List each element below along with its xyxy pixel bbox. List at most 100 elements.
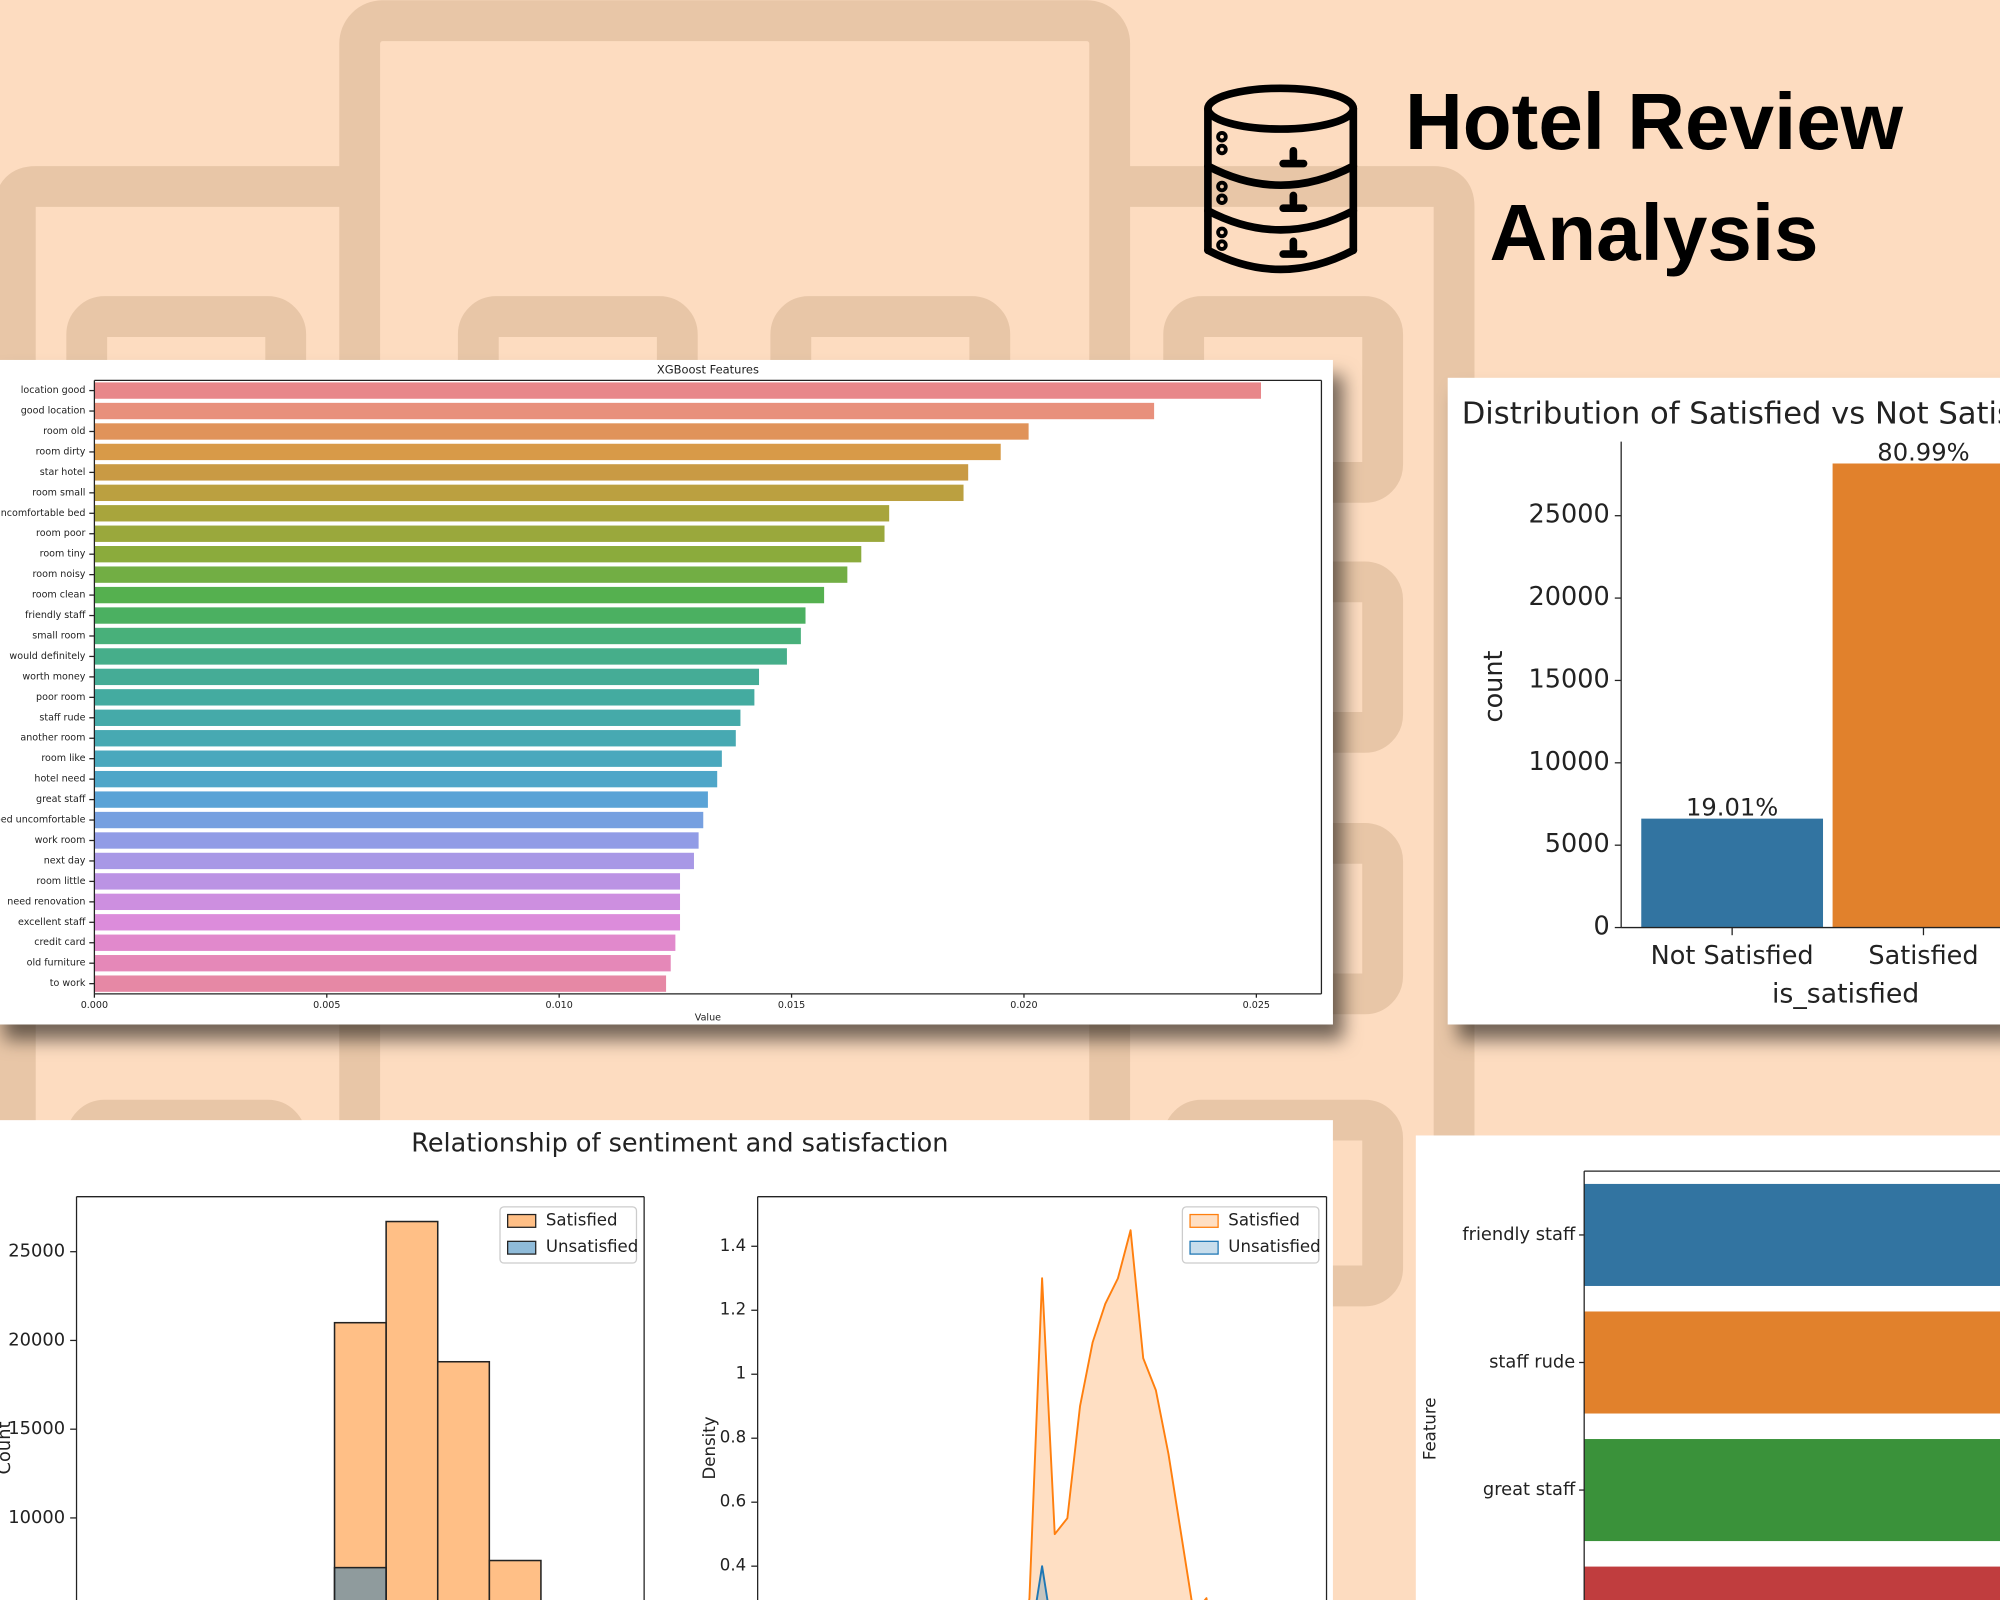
bar: [94, 627, 801, 645]
chart-distribution: 19.01% 80.99% Not Satisfied Satisfied 0 5000 1…: [1462, 396, 2000, 1010]
legend-swatch: [507, 1240, 537, 1255]
chart-title: Distribution of Satisfied vs Not Satisfi…: [1462, 396, 2000, 431]
y-tick-label: need renovation: [7, 896, 85, 907]
bar-annotation: 80.99%: [1877, 438, 1969, 466]
bar: [94, 730, 736, 747]
legend-label: Satisfied: [546, 1210, 618, 1229]
bar: [94, 402, 1155, 420]
y-tick-label: 25000: [8, 1241, 65, 1262]
area-fill: [1036, 1566, 1048, 1600]
bar: [94, 709, 741, 726]
bar-cropped: [1584, 1439, 2000, 1542]
y-tick-label: hotel need: [34, 774, 85, 785]
y-tick-label: 20000: [8, 1329, 65, 1350]
y-tick-label: old furniture: [27, 958, 86, 969]
y-tick-label: friendly staff: [1462, 1224, 1576, 1245]
x-tick-label: 0.020: [1010, 1000, 1037, 1011]
bar: [333, 1566, 387, 1600]
y-tick-label: star hotel: [40, 467, 86, 478]
x-axis-label: Value: [695, 1013, 721, 1024]
y-tick-label: great staff: [1483, 1479, 1576, 1500]
main-title: Hotel Review Analysis: [1405, 77, 1903, 277]
y-tick-label: room clean: [32, 590, 85, 601]
y-tick-label: next day: [44, 855, 86, 866]
x-axis-label: is_satisfied: [1772, 979, 1919, 1010]
y-tick-label: to work: [50, 978, 86, 989]
bar: [94, 566, 848, 583]
y-tick-label: room poor: [36, 528, 85, 539]
y-tick-label: uncomfortable bed: [0, 508, 85, 519]
chart-density: 0.4 0.6 0.8 1 1.2 1.4 Density Satisfied Unsatisf…: [700, 1196, 1328, 1600]
y-axis-label: Count: [0, 1421, 15, 1474]
chart-features: friendly staff staff rude great staff Featu…: [1421, 1170, 2000, 1600]
bar: [94, 423, 1029, 440]
y-tick-label: 25000: [1529, 500, 1610, 530]
y-tick-label: 0: [1593, 912, 1609, 942]
y-tick-label: room tiny: [40, 549, 86, 560]
bar: [94, 832, 699, 849]
bar: [94, 689, 755, 706]
bar: [94, 934, 676, 951]
bar: [488, 1559, 542, 1600]
bar: [94, 505, 890, 522]
y-tick-label: good location: [21, 406, 86, 417]
y-axis-label: Density: [700, 1416, 719, 1479]
legend-box: [1181, 1206, 1320, 1264]
legend-swatch: [1189, 1213, 1219, 1228]
y-tick-label: room dirty: [36, 446, 86, 457]
y-tick-label: room small: [32, 487, 85, 498]
bar: [94, 852, 694, 870]
x-tick-label: 0.010: [546, 1000, 573, 1011]
y-tick-label: worth money: [22, 671, 85, 682]
y-tick-label: 10000: [1529, 747, 1610, 777]
bar: [94, 955, 671, 972]
bar: [1641, 818, 1824, 928]
y-tick-label: friendly staff: [25, 610, 86, 621]
bar: [94, 873, 681, 890]
chart-histogram: 10000 15000 20000 25000 Relationship of sent…: [0, 1128, 948, 1600]
y-tick-label: location good: [21, 385, 86, 396]
y-tick-label: credit card: [34, 937, 85, 948]
density-line: [1028, 1229, 1208, 1600]
panel: [0, 1120, 1333, 1600]
y-tick-label: staff rude: [39, 712, 85, 723]
bar: [94, 443, 1001, 461]
legend-swatch: [507, 1213, 537, 1228]
legend-label: Satisfied: [1228, 1210, 1300, 1229]
y-tick-label: room little: [36, 876, 85, 887]
y-tick-label: work room: [35, 835, 86, 846]
y-tick-label: room noisy: [33, 569, 86, 580]
x-tick-label: Not Satisfied: [1651, 941, 1814, 971]
bar: [94, 464, 969, 481]
bar-cropped: [1584, 1311, 2000, 1414]
y-axis-label: Feature: [1421, 1397, 1440, 1460]
y-tick-label: room like: [41, 753, 85, 764]
x-tick-label: 0.000: [81, 1000, 108, 1011]
y-tick-label: 15000: [8, 1418, 65, 1439]
y-tick-label: bed uncomfortable: [0, 815, 86, 826]
y-tick-label: 0.4: [720, 1556, 746, 1575]
chart-xgboost: location good good location room old room d…: [0, 363, 1323, 1024]
chart-title: Relationship of sentiment and satisfacti…: [411, 1128, 948, 1158]
bar-cropped: [1584, 1183, 2000, 1286]
y-tick-label: 5000: [1545, 829, 1610, 859]
y-tick-label: 20000: [1529, 582, 1610, 612]
y-tick-label: small room: [32, 630, 85, 641]
y-tick-label: would definitely: [9, 651, 85, 662]
bar: [94, 791, 708, 808]
x-tick-label: 0.005: [313, 1000, 340, 1011]
y-tick-label: another room: [20, 733, 85, 744]
legend-label: Unsatisfied: [546, 1237, 638, 1256]
legend-swatch: [1189, 1240, 1219, 1255]
y-tick-label: 1.2: [720, 1300, 746, 1319]
bar: [94, 893, 681, 911]
y-tick-label: 10000: [8, 1507, 65, 1528]
y-tick-label: excellent staff: [18, 917, 86, 928]
bar: [94, 750, 722, 767]
y-tick-label: 1.4: [720, 1236, 746, 1255]
y-tick-label: 15000: [1529, 664, 1610, 694]
bar: [436, 1360, 491, 1600]
legend-label: Unsatisfied: [1228, 1237, 1320, 1256]
bar: [94, 975, 667, 992]
